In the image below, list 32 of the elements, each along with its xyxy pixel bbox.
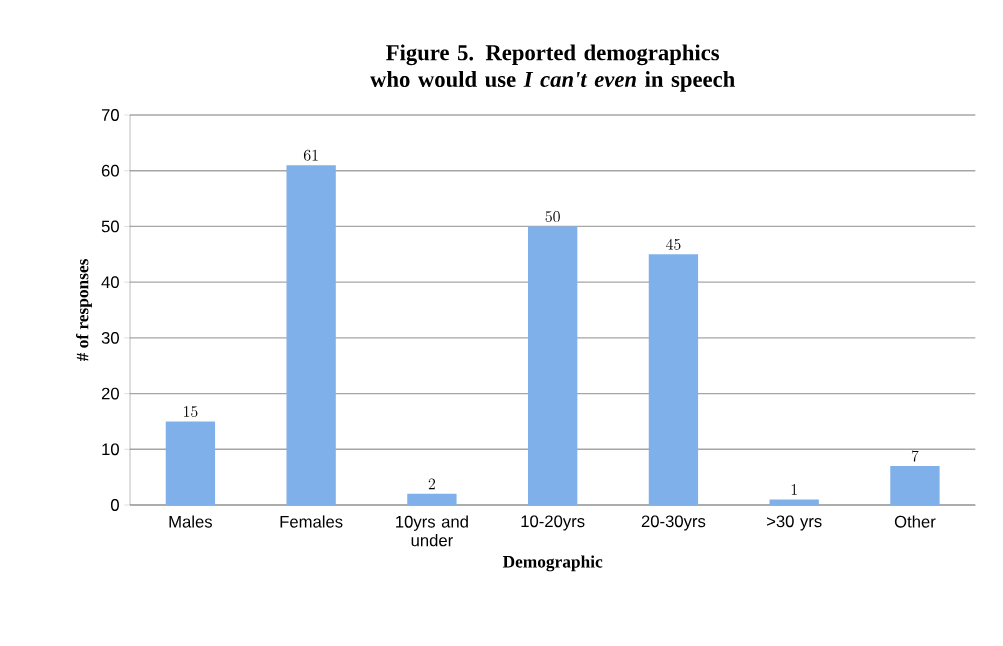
data-label: 2 [428, 478, 436, 490]
y-tick-label: 20 [101, 387, 119, 400]
y-tick-label: 0 [110, 499, 119, 511]
data-label: 45 [666, 238, 681, 250]
bar [890, 465, 940, 505]
y-tick-label: 50 [101, 220, 119, 233]
data-label: 15 [184, 406, 198, 418]
bar [165, 421, 216, 505]
data-label: 7 [911, 450, 919, 462]
data-label: 50 [545, 211, 560, 223]
bar [648, 254, 699, 505]
y-tick-label: 40 [101, 276, 119, 289]
y-tick-label: 30 [101, 331, 119, 344]
bar [769, 499, 819, 505]
y-tick-label: 70 [101, 109, 119, 121]
x-axis-title: Demographic [502, 555, 603, 572]
data-label: 61 [303, 149, 318, 161]
x-tick-label: >30 yrs [766, 515, 822, 531]
x-tick-label: Males [169, 515, 213, 528]
x-tick-label: 20-30yrs [641, 515, 706, 531]
bar [407, 493, 457, 505]
x-tick-label: Other [894, 515, 936, 528]
x-tick-label: 10yrs and under [396, 515, 468, 547]
y-axis-title: # of responses [76, 259, 92, 362]
y-tick-label: 10 [102, 443, 119, 456]
x-tick-label: 10-20yrs [521, 515, 585, 531]
bar [286, 165, 336, 505]
chart-title: Figure 5. Reported demographics who would use I can't even in speech [370, 44, 735, 92]
bar [528, 226, 578, 505]
y-tick-label: 60 [101, 164, 119, 177]
x-tick-label: Females [280, 515, 343, 528]
data-label: 1 [791, 484, 797, 495]
